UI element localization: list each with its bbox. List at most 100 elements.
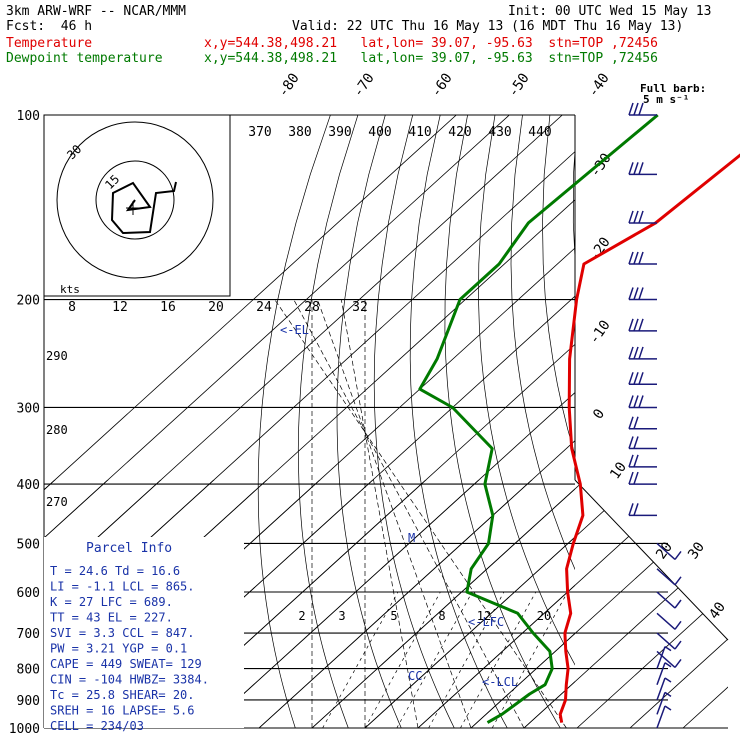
- barb-flag: [628, 372, 634, 385]
- wind-barb: [656, 650, 682, 668]
- wind-barb: [628, 454, 657, 468]
- wind-barb: [628, 346, 657, 360]
- parcel-info-title: Parcel Info: [86, 541, 172, 556]
- barb-shaft: [656, 632, 676, 650]
- dry-adiabat: [257, 115, 331, 728]
- parcel-info-row: LI = -1.1 LCL = 865.: [50, 580, 195, 594]
- dry-adiabat: [478, 115, 575, 666]
- dry-adiabat: [297, 115, 359, 728]
- pressure-label-600: 600: [17, 586, 40, 601]
- moist-adiabat: [340, 299, 419, 728]
- barb-flag: [628, 287, 634, 300]
- isotherm-line: [152, 480, 728, 728]
- wind-barb: [628, 102, 657, 116]
- mixing-ratio-line: [322, 591, 399, 728]
- pressure-label-800: 800: [17, 663, 40, 678]
- barb-flag: [628, 346, 634, 360]
- wind-barb: [656, 691, 672, 715]
- isotherm-line: [258, 480, 728, 728]
- wind-barb: [628, 287, 657, 301]
- forecast-hour: Fcst: 46 h: [6, 19, 93, 34]
- isotherm-label: -50: [505, 70, 533, 100]
- mixing-ratio-line: [491, 591, 568, 728]
- temperature-location: x,y=544.38,498.21 lat,lon= 39.07, -95.63…: [204, 36, 658, 51]
- barb-shaft: [656, 662, 666, 685]
- theta-label: 390: [328, 125, 351, 140]
- barb-shaft: [656, 568, 676, 586]
- barb-flag: [674, 576, 682, 586]
- isotherm-line: [44, 115, 510, 539]
- barb-flag: [633, 454, 639, 468]
- wind-barb: [656, 632, 682, 650]
- barb-flag: [628, 395, 634, 408]
- side-theta-label: 280: [46, 423, 68, 437]
- wind-scale-label: 32: [352, 300, 368, 315]
- dry-adiabat: [409, 115, 508, 728]
- init-time: Init: 00 UTC Wed 15 May 13: [508, 4, 712, 19]
- theta-label: 440: [528, 125, 551, 140]
- dewpoint-legend: Dewpoint temperature: [6, 51, 163, 66]
- barb-flag: [633, 372, 639, 385]
- barb-flag: [638, 346, 644, 360]
- barb-flag: [633, 102, 639, 116]
- barb-flag: [628, 102, 634, 116]
- mixing-ratio-line: [428, 591, 505, 728]
- isotherm-label: 40: [706, 599, 729, 622]
- barb-flag: [633, 436, 639, 449]
- dewpoint-line: [418, 113, 659, 724]
- mixing-ratio-label: 2: [298, 609, 305, 623]
- wind-scale-label: 12: [112, 300, 128, 315]
- isotherm-label: -70: [350, 70, 378, 100]
- dry-adiabat: [660, 115, 740, 728]
- pressure-label-500: 500: [17, 537, 40, 552]
- barb-flag: [628, 162, 634, 175]
- valid-time: Valid: 22 UTC Thu 16 May 13 (16 MDT Thu …: [292, 19, 684, 34]
- wind-scale-label: 16: [160, 300, 176, 315]
- mixing-ratio-line: [460, 591, 537, 728]
- wind-barb: [656, 645, 672, 669]
- dry-adiabat: [603, 115, 740, 728]
- temperature-line: [558, 153, 740, 723]
- wind-barb: [656, 612, 682, 630]
- pressure-label-900: 900: [17, 694, 40, 709]
- isotherm-line: [417, 480, 728, 728]
- barb-shaft: [656, 542, 676, 561]
- isotherm-line: [682, 480, 728, 728]
- barb-flag: [628, 471, 634, 485]
- barb-flag: [633, 287, 639, 300]
- barb-flag: [628, 503, 634, 516]
- wind-barb: [628, 416, 657, 430]
- mixing-ratio-label: 3: [338, 609, 345, 623]
- isotherm-line: [364, 536, 575, 728]
- mixing-ratio-label: 8: [438, 609, 445, 623]
- wind-barb: [656, 705, 672, 729]
- barb-unit: 5 m s⁻¹: [643, 93, 689, 106]
- parcel-info-panel: Parcel Info T = 24.6 Td = 16.6 LI = -1.1 …: [44, 537, 244, 733]
- hodograph-box: [43, 114, 231, 297]
- theta-label: 400: [368, 125, 391, 140]
- pressure-label-300: 300: [17, 401, 40, 416]
- isotherm-line: [576, 480, 728, 728]
- wind-barb: [628, 436, 657, 450]
- model-title: 3km ARW-WRF -- NCAR/MMM: [6, 4, 187, 19]
- barb-flag: [633, 346, 639, 360]
- barb-shaft: [656, 650, 676, 668]
- barb-flag: [638, 162, 644, 175]
- annotation-el: <-EL: [280, 323, 309, 337]
- moist-adiabat: [293, 299, 525, 728]
- annotation-cc: CC: [408, 669, 422, 683]
- barb-flag: [664, 691, 672, 697]
- theta-label: 420: [448, 125, 471, 140]
- barb-flag: [674, 658, 682, 668]
- wind-barb: [656, 542, 682, 561]
- barb-flag: [628, 318, 634, 332]
- barb-flag: [638, 210, 644, 224]
- barb-flag: [633, 395, 639, 408]
- barb-title: Full barb:: [640, 82, 706, 95]
- dry-adiabat: [687, 115, 740, 728]
- theta-label: 380: [288, 125, 311, 140]
- parcel-info-row: T = 24.6 Td = 16.6: [50, 564, 180, 578]
